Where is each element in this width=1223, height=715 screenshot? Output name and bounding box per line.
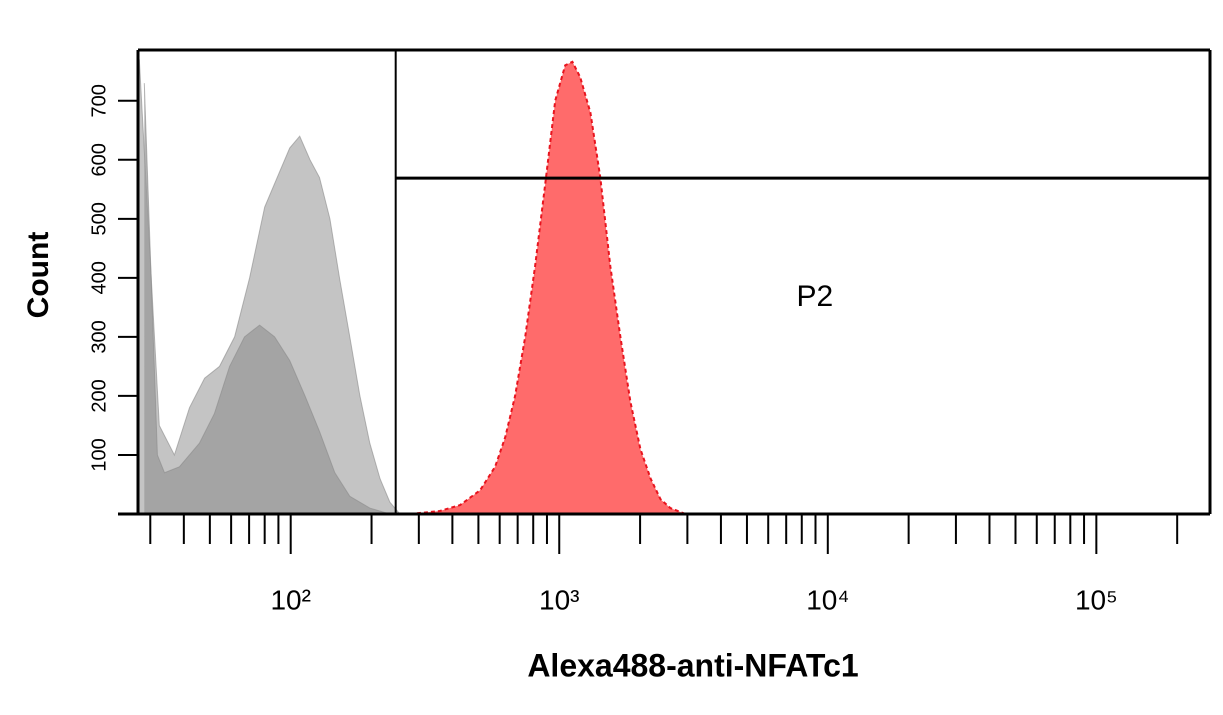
x-tick-label: 10⁵ — [1075, 584, 1118, 615]
area-fill — [144, 83, 390, 514]
y-tick-label: 100 — [88, 438, 110, 471]
y-tick-label: 200 — [88, 379, 110, 412]
y-tick-label: 600 — [88, 143, 110, 176]
x-tick-label: 10² — [270, 584, 310, 615]
area-outline — [138, 59, 401, 515]
x-tick-label: 10⁴ — [806, 584, 849, 615]
y-tick-label: 500 — [88, 202, 110, 235]
area-outline — [143, 83, 391, 515]
x-tick-label: 10³ — [539, 584, 579, 615]
area-outline — [409, 60, 686, 515]
area-fill — [139, 59, 400, 515]
x-axis-label: Alexa488-anti-NFATc1 — [527, 647, 858, 683]
y-tick-label: 700 — [88, 84, 110, 117]
y-tick-label: 400 — [88, 261, 110, 294]
y-axis-label: Count — [22, 232, 55, 319]
y-tick-label: 300 — [88, 320, 110, 353]
gate-label: P2 — [796, 280, 833, 313]
area-fill — [410, 61, 686, 515]
